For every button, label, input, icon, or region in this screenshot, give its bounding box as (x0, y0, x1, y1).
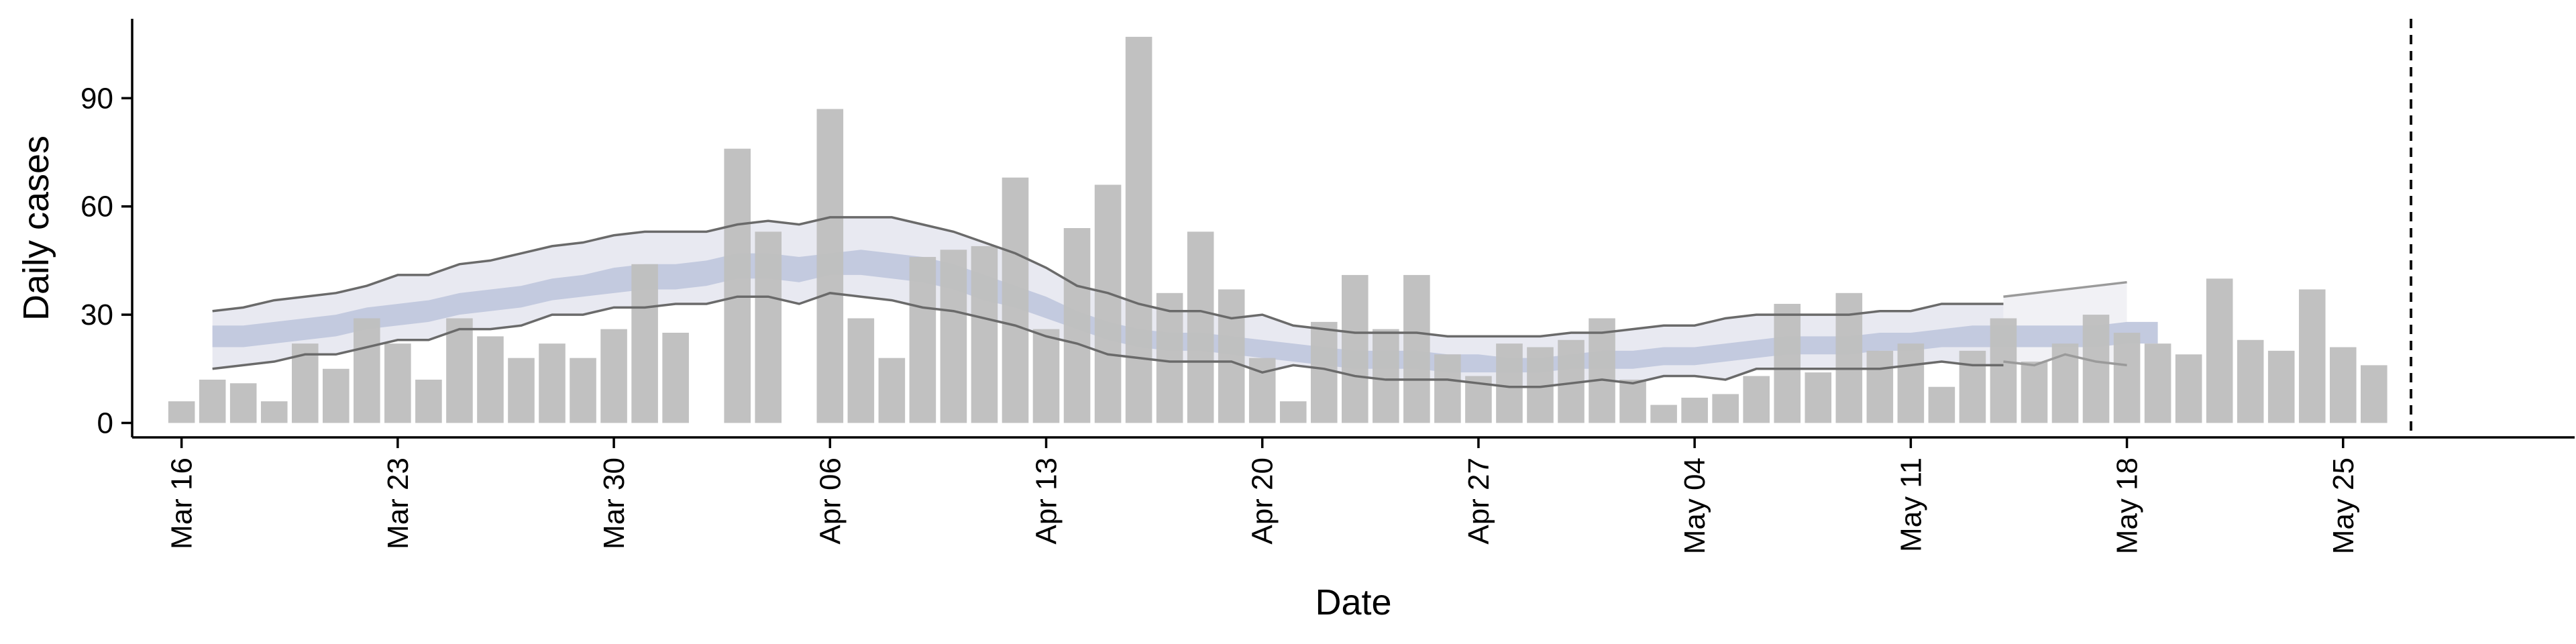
x-axis-title: Date (1315, 582, 1391, 623)
x-tick-label: Apr 13 (1030, 458, 1063, 545)
bar-day-29 (1063, 228, 1091, 423)
bar-day-50 (1712, 394, 1739, 423)
x-tick-label: Mar 16 (166, 458, 199, 549)
x-tick-label: Apr 27 (1462, 458, 1495, 545)
bar-day-2 (229, 383, 257, 423)
bar-day-68 (2267, 350, 2295, 423)
bar-day-13 (570, 358, 596, 423)
x-tick-label: Apr 06 (814, 458, 847, 545)
bar-day-34 (1218, 289, 1245, 423)
bar-day-16 (662, 333, 689, 423)
bar-day-19 (755, 231, 782, 423)
bar-day-66 (2206, 278, 2233, 423)
x-tick-label: May 25 (2327, 458, 2360, 554)
bar-day-60 (2021, 362, 2048, 423)
bar-day-15 (631, 264, 658, 423)
x-tick-label: May 04 (1678, 458, 1711, 554)
bar-day-1 (199, 379, 226, 423)
bar-day-21 (816, 109, 844, 423)
bar-day-63 (2113, 333, 2141, 423)
bar-day-71 (2361, 365, 2387, 423)
bar-day-33 (1187, 231, 1214, 423)
bar-day-64 (2144, 343, 2171, 423)
x-tick-label: May 11 (1894, 458, 1927, 552)
bar-day-59 (1990, 318, 2017, 423)
bar-day-5 (323, 368, 350, 423)
bar-day-40 (1403, 274, 1430, 423)
bar-day-39 (1373, 329, 1399, 423)
bar-day-30 (1094, 184, 1122, 423)
bar-day-31 (1125, 36, 1152, 423)
bar-day-23 (878, 358, 906, 423)
bar-day-35 (1248, 358, 1276, 423)
bar-day-7 (384, 343, 411, 423)
bar-day-53 (1805, 372, 1832, 423)
bar-day-41 (1434, 354, 1461, 423)
estimate-upper-line (212, 216, 2004, 338)
bar-day-46 (1589, 318, 1615, 423)
y-tick-label: 0 (97, 407, 113, 439)
y-axis-title: Daily cases (16, 136, 56, 321)
bar-day-36 (1279, 401, 1307, 423)
bar-day-58 (1959, 350, 1986, 423)
bar-day-27 (1002, 177, 1029, 423)
y-tick-label: 60 (80, 191, 113, 223)
bar-day-37 (1310, 321, 1338, 423)
lines-layer (212, 216, 2127, 388)
bar-day-3 (260, 401, 288, 423)
bar-day-10 (477, 336, 504, 423)
bar-day-25 (940, 250, 967, 423)
bar-day-48 (1650, 405, 1677, 423)
bar-day-8 (415, 379, 442, 423)
bar-day-9 (446, 318, 473, 423)
bar-day-52 (1774, 303, 1801, 423)
bar-day-22 (847, 318, 875, 423)
bar-day-14 (600, 329, 627, 423)
x-tick-label: Apr 20 (1246, 458, 1279, 545)
bar-day-6 (354, 318, 380, 423)
bar-day-43 (1496, 343, 1523, 423)
bar-day-24 (909, 257, 936, 423)
bar-day-38 (1342, 274, 1368, 423)
bar-day-69 (2298, 289, 2326, 423)
bar-day-51 (1743, 376, 1770, 423)
bar-day-57 (1928, 386, 1955, 423)
bar-day-0 (168, 401, 195, 423)
bar-day-26 (971, 246, 998, 423)
bar-day-70 (2329, 347, 2357, 423)
bar-day-65 (2175, 354, 2202, 423)
x-tick-label: May 18 (2111, 458, 2144, 554)
y-tick-label: 30 (80, 299, 113, 331)
nowcast-lower-line (2003, 353, 2127, 367)
bar-day-28 (1032, 329, 1060, 423)
bar-day-49 (1681, 397, 1708, 423)
bar-day-62 (2082, 315, 2110, 423)
bar-day-18 (724, 148, 751, 423)
y-tick-label: 90 (80, 82, 113, 115)
nowcast-upper-line (2003, 280, 2127, 298)
bar-day-32 (1156, 292, 1183, 423)
x-tick-label: Mar 30 (598, 458, 631, 549)
inner-band-layer (212, 250, 2158, 373)
bar-day-47 (1619, 379, 1646, 423)
bar-day-11 (508, 358, 535, 423)
x-tick-label: Mar 23 (382, 458, 415, 549)
bar-day-55 (1866, 350, 1894, 423)
axes-layer: 0 30 60 90 Mar 16 Mar 23 Mar 30 Apr 06 Apr 13 Apr… (80, 19, 2575, 554)
bar-day-67 (2237, 339, 2264, 423)
bar-day-56 (1897, 343, 1925, 423)
central-band (212, 250, 2158, 373)
estimate-lower-line (212, 292, 2004, 388)
bar-day-12 (539, 343, 566, 423)
